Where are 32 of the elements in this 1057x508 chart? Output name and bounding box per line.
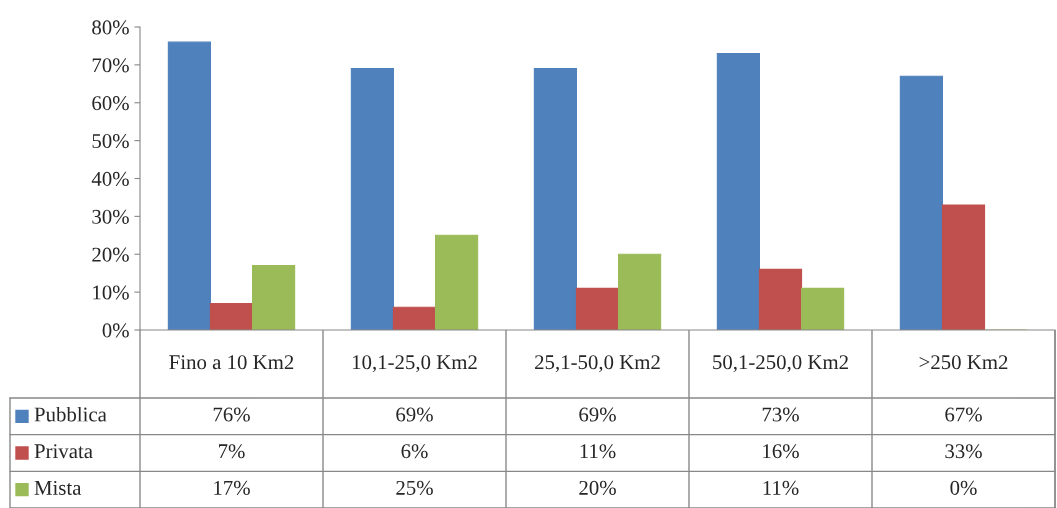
data-label: 67%	[945, 407, 982, 422]
x-tick-label: 10,1-25,0 Km2	[352, 355, 477, 373]
y-tick-label: 30%	[92, 209, 129, 224]
data-label: 17%	[214, 480, 250, 495]
data-label: 20%	[579, 480, 616, 495]
data-label: 0%	[950, 480, 977, 495]
data-label: 7%	[218, 444, 245, 459]
y-tick-label: 80%	[92, 20, 129, 35]
y-tick-label: 20%	[92, 247, 129, 262]
y-tick-label: 70%	[92, 58, 129, 73]
data-label: 76%	[213, 407, 250, 422]
x-tick-label: Fino a 10 Km2	[169, 355, 294, 370]
legend-label: Mista	[34, 480, 82, 495]
y-tick-label: 10%	[93, 285, 129, 300]
data-label: 69%	[579, 407, 616, 422]
data-label: 11%	[580, 444, 616, 459]
data-label: 11%	[763, 480, 799, 495]
data-label: 6%	[401, 444, 428, 459]
data-label: 33%	[945, 444, 982, 459]
y-tick-label: 40%	[91, 171, 129, 186]
y-tick-label: 0%	[102, 323, 129, 338]
y-tick-label: 50%	[92, 134, 129, 149]
x-tick-label: >250 Km2	[919, 355, 1008, 370]
data-label: 69%	[396, 407, 433, 422]
x-tick-label: 50,1-250,0 Km2	[713, 355, 848, 373]
data-label: 16%	[763, 444, 799, 459]
data-label: 73%	[762, 407, 799, 422]
y-tick-label: 60%	[92, 96, 129, 111]
legend-label: Pubblica	[34, 406, 107, 422]
x-tick-label: 25,1-50,0 Km2	[535, 355, 660, 373]
legend-label: Privata	[34, 444, 93, 459]
data-label: 25%	[396, 480, 433, 495]
